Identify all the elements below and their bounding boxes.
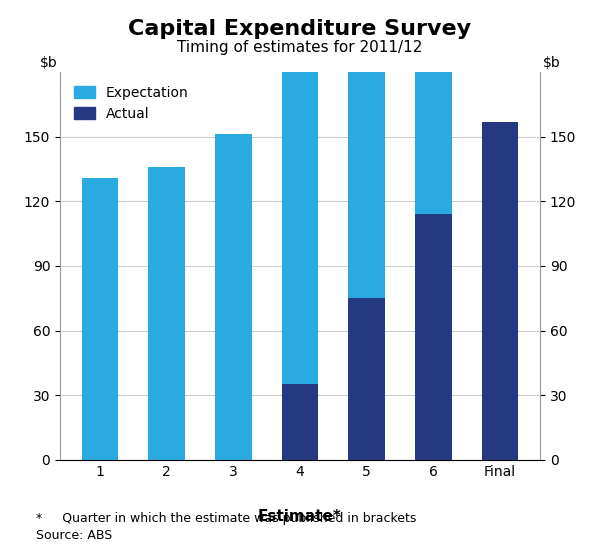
Bar xyxy=(82,178,118,460)
Bar xyxy=(415,0,452,214)
Text: Timing of estimates for 2011/12: Timing of estimates for 2011/12 xyxy=(178,40,422,55)
Text: $b: $b xyxy=(40,56,58,70)
Text: *     Quarter in which the estimate was published in brackets: * Quarter in which the estimate was publ… xyxy=(36,512,416,525)
Bar xyxy=(348,298,385,460)
Bar xyxy=(148,167,185,460)
Bar xyxy=(281,14,319,384)
Text: Source: ABS: Source: ABS xyxy=(36,529,112,542)
Bar xyxy=(215,135,252,460)
Bar xyxy=(348,0,385,298)
Legend: Expectation, Actual: Expectation, Actual xyxy=(67,79,196,128)
Text: Capital Expenditure Survey: Capital Expenditure Survey xyxy=(128,19,472,39)
X-axis label: Estimate*: Estimate* xyxy=(258,509,342,524)
Text: $b: $b xyxy=(542,56,560,70)
Bar xyxy=(415,214,452,460)
Bar xyxy=(281,384,319,460)
Bar xyxy=(482,121,518,460)
